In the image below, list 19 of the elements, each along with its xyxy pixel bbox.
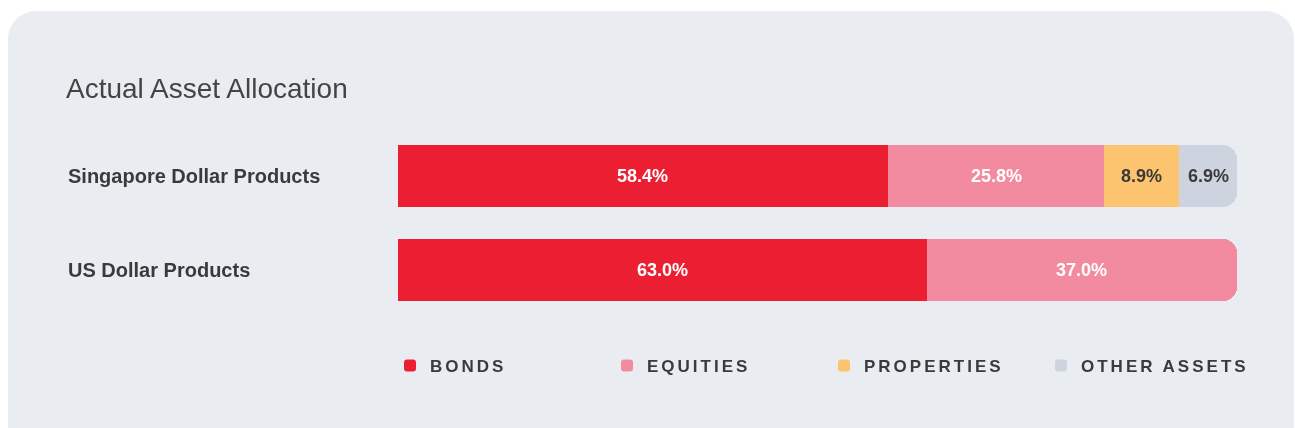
data-label: 25.8%: [971, 166, 1023, 186]
y-tick-label: Singapore Dollar Products: [68, 165, 321, 187]
data-label: 6.9%: [1188, 166, 1230, 186]
legend-label: EQUITIES: [647, 357, 751, 377]
data-label: 58.4%: [617, 166, 669, 186]
bar: [926, 238, 1237, 302]
legend-label: PROPERTIES: [864, 357, 1004, 377]
data-label: 8.9%: [1121, 166, 1163, 186]
bar: [1104, 144, 1180, 208]
bar: [398, 238, 927, 302]
bar: [1179, 144, 1237, 208]
data-label: 63.0%: [637, 260, 689, 280]
bar: [887, 144, 1105, 208]
data-label: 37.0%: [1056, 260, 1108, 280]
chart-title: Actual Asset Allocation: [66, 72, 348, 104]
legend-label: OTHER ASSETS: [1081, 357, 1249, 377]
legend-label: BONDS: [430, 357, 507, 377]
y-tick-label: US Dollar Products: [68, 259, 251, 281]
bar: [398, 144, 888, 208]
